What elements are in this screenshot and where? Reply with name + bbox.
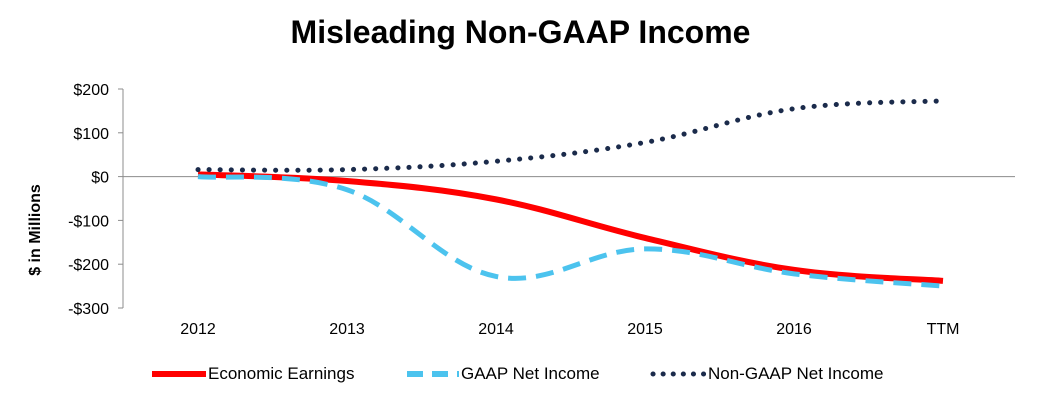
series-layer	[195, 98, 946, 289]
x-tick-label: 2014	[478, 321, 514, 338]
legend-label-non-gaap-net-income: Non-GAAP Net Income	[708, 364, 884, 383]
y-tick-label: $200	[73, 82, 109, 99]
x-tick-label: TTM	[927, 321, 960, 338]
chart-title: Misleading Non-GAAP Income	[290, 14, 751, 50]
y-tick-label: -$300	[68, 301, 109, 318]
legend-swatch-economic-earnings	[152, 371, 206, 377]
y-tick-label: -$100	[68, 213, 109, 230]
legend-label-economic-earnings: Economic Earnings	[208, 364, 355, 383]
legend-item-economic-earnings: Economic Earnings	[152, 360, 354, 388]
legend: Economic Earnings GAAP Net Income Non-GA…	[0, 360, 1041, 388]
x-tick-label: 2013	[329, 321, 365, 338]
x-tick-label: 2016	[776, 321, 812, 338]
y-tick-label: -$200	[68, 257, 109, 274]
line-chart: $200 $100 $0 -$100 -$200 -$300 2012 2013 2014 201…	[27, 82, 1015, 338]
y-axis-label: $ in Millions	[27, 184, 44, 276]
x-tick-label: 2015	[627, 321, 663, 338]
legend-item-gaap-net-income: GAAP Net Income	[405, 360, 600, 388]
legend-swatch-gaap-net-income	[407, 371, 459, 377]
series-line-economic-earnings	[197, 171, 944, 284]
series-line-non-gaap-net-income	[195, 98, 946, 173]
legend-label-gaap-net-income: GAAP Net Income	[461, 364, 600, 383]
legend-swatch-non-gaap-net-income	[650, 371, 706, 377]
y-tick-label: $100	[73, 126, 109, 143]
series-line-gaap-net-income	[197, 174, 944, 289]
x-tick-label: 2012	[180, 321, 216, 338]
y-tick-label: $0	[91, 170, 109, 187]
legend-item-non-gaap-net-income: Non-GAAP Net Income	[650, 360, 883, 388]
axes: $200 $100 $0 -$100 -$200 -$300 2012 2013 2014 201…	[68, 82, 1015, 338]
